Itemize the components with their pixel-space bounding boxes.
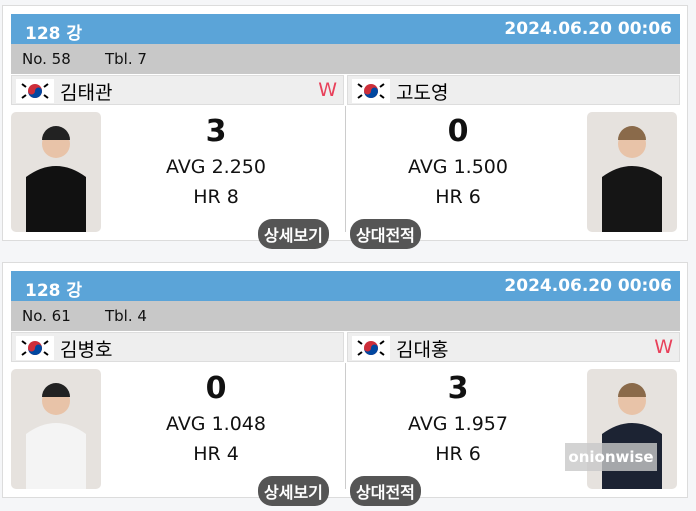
player-right-name[interactable]: 고도영 <box>396 82 449 104</box>
player-right-score: 3 <box>447 371 469 406</box>
player-left-stats: 0 AVG 1.048 HR 4 <box>126 371 306 469</box>
match-header: 128 강 2024.06.20 00:06 <box>11 271 680 301</box>
south-korea-flag-icon <box>352 336 390 360</box>
match-datetime: 2024.06.20 00:06 <box>504 276 672 296</box>
player-left-name[interactable]: 김태관 <box>60 82 113 104</box>
player-left-photo[interactable] <box>11 112 101 232</box>
match-info: No. 61 Tbl. 4 <box>11 301 680 331</box>
player-right-avg: AVG 1.957 <box>408 413 508 435</box>
south-korea-flag-icon <box>352 79 390 103</box>
head-to-head-button[interactable]: 상대전적 <box>350 219 421 249</box>
player-left-score: 0 <box>205 371 227 406</box>
player-right-hr: HR 6 <box>435 443 481 465</box>
player-right-score: 0 <box>447 114 469 149</box>
table-number: Tbl. 7 <box>105 50 147 68</box>
divider <box>345 106 346 232</box>
detail-button[interactable]: 상세보기 <box>258 219 329 249</box>
match-info: No. 58 Tbl. 7 <box>11 44 680 74</box>
divider <box>345 363 346 489</box>
detail-button[interactable]: 상세보기 <box>258 476 329 506</box>
player-left-name-bar: 김병호 <box>11 332 344 362</box>
player-left-score: 3 <box>205 114 227 149</box>
player-right-name[interactable]: 김대홍 <box>396 339 449 361</box>
match-header: 128 강 2024.06.20 00:06 <box>11 14 680 44</box>
player-right-stats: 3 AVG 1.957 HR 6 <box>368 371 548 469</box>
south-korea-flag-icon <box>16 79 54 103</box>
south-korea-flag-icon <box>16 336 54 360</box>
player-left-photo[interactable] <box>11 369 101 489</box>
player-left-name-bar: 김태관 W <box>11 75 344 105</box>
player-left-stats: 3 AVG 2.250 HR 8 <box>126 114 306 212</box>
player-right-photo[interactable]: onionwise <box>565 369 677 489</box>
player-right-avg: AVG 1.500 <box>408 156 508 178</box>
player-left-avg: AVG 1.048 <box>166 413 266 435</box>
match-card: 128 강 2024.06.20 00:06 No. 58 Tbl. 7 김태관… <box>2 5 688 249</box>
player-left-hr: HR 4 <box>193 443 239 465</box>
winner-badge: W <box>318 79 337 101</box>
round-label: 128 강 <box>25 24 83 44</box>
table-number: Tbl. 4 <box>105 307 147 325</box>
player-right-stats: 0 AVG 1.500 HR 6 <box>368 114 548 212</box>
player-right-photo[interactable] <box>587 112 677 232</box>
match-datetime: 2024.06.20 00:06 <box>504 19 672 39</box>
match-number: No. 61 <box>22 307 71 325</box>
player-left-hr: HR 8 <box>193 186 239 208</box>
player-right-hr: HR 6 <box>435 186 481 208</box>
match-card: 128 강 2024.06.20 00:06 No. 61 Tbl. 4 김병호… <box>2 262 688 506</box>
head-to-head-button[interactable]: 상대전적 <box>350 476 421 506</box>
player-left-avg: AVG 2.250 <box>166 156 266 178</box>
match-number: No. 58 <box>22 50 71 68</box>
player-right-name-bar: 고도영 <box>347 75 680 105</box>
round-label: 128 강 <box>25 281 83 301</box>
player-right-name-bar: 김대홍 W <box>347 332 680 362</box>
watermark: onionwise <box>565 443 657 471</box>
player-left-name[interactable]: 김병호 <box>60 339 113 361</box>
winner-badge: W <box>654 336 673 358</box>
